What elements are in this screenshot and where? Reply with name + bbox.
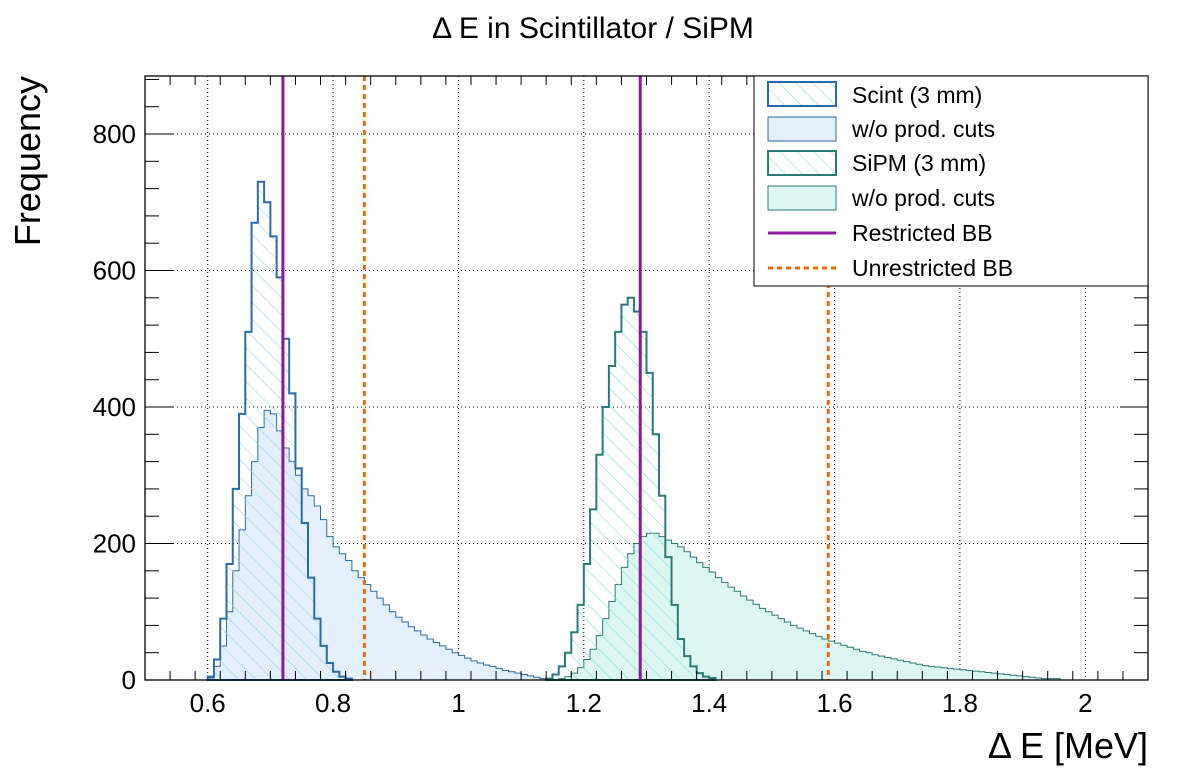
- legend-label: Scint (3 mm): [852, 82, 982, 108]
- legend-label: w/o prod. cuts: [851, 116, 995, 142]
- legend-entry: Unrestricted BB: [768, 255, 1013, 281]
- legend-label: SiPM (3 mm): [852, 150, 986, 176]
- legend-entry: Restricted BB: [768, 220, 993, 246]
- x-tick-label: 1.8: [942, 688, 978, 718]
- legend-box: [753, 75, 1149, 287]
- x-tick-label: 1.6: [816, 688, 852, 718]
- y-tick-label: 800: [93, 119, 136, 149]
- x-tick-label: 2: [1078, 688, 1092, 718]
- x-axis-label: Δ E [MeV]: [988, 725, 1148, 766]
- y-tick-label: 400: [93, 392, 136, 422]
- legend: Scint (3 mm) w/o prod. cuts SiPM (3 mm) …: [753, 75, 1149, 287]
- y-tick-label: 0: [122, 665, 136, 695]
- legend-swatch-scint-nocut: [767, 116, 837, 142]
- legend-swatch-scint: [767, 81, 837, 107]
- legend-entry: w/o prod. cuts: [767, 185, 995, 211]
- plot-area: 0.6 0.8 1 1.2 1.4 1.6 1.8 2 0 200 400 600 800: [93, 75, 1149, 718]
- chart-title: Δ E in Scintillator / SiPM: [432, 12, 754, 45]
- legend-label: w/o prod. cuts: [851, 185, 995, 211]
- legend-entry: w/o prod. cuts: [767, 116, 995, 142]
- x-tick-label: 1: [451, 688, 465, 718]
- y-tick-label: 200: [93, 529, 136, 559]
- legend-swatch-sipm: [767, 150, 837, 176]
- y-tick-label: 600: [93, 256, 136, 286]
- x-tick-label: 1.2: [566, 688, 602, 718]
- histogram-series-2: [545, 296, 717, 681]
- legend-swatch-sipm-nocut: [767, 185, 837, 211]
- legend-label: Restricted BB: [852, 220, 993, 246]
- x-tick-label: 0.8: [315, 688, 351, 718]
- y-axis-label: Frequency: [7, 76, 48, 246]
- legend-entry: SiPM (3 mm): [767, 150, 986, 176]
- x-tick-label: 0.6: [190, 688, 226, 718]
- x-tick-label: 1.4: [691, 688, 727, 718]
- x-axis-ticks: 0.6 0.8 1 1.2 1.4 1.6 1.8 2: [144, 76, 1149, 718]
- bethe-bloch-lines: [281, 76, 830, 680]
- legend-entry: Scint (3 mm): [767, 81, 982, 108]
- legend-label: Unrestricted BB: [852, 255, 1013, 281]
